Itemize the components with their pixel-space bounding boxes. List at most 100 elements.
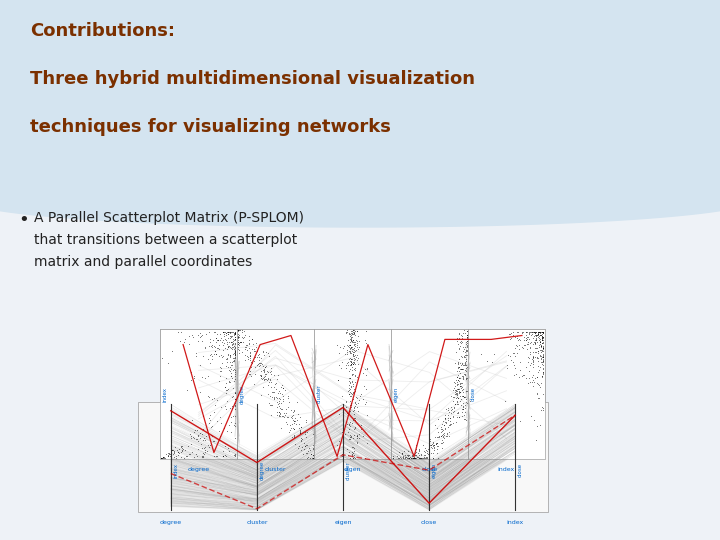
Point (415, 454, 427, 462)
Point (166, 446, 178, 454)
Point (230, 332, 241, 341)
Point (456, 392, 468, 401)
Point (287, 407, 298, 416)
Point (301, 441, 312, 449)
Point (156, 454, 168, 462)
Point (452, 376, 464, 385)
Point (281, 420, 292, 429)
Point (176, 446, 188, 455)
Point (513, 341, 525, 349)
Point (224, 352, 235, 360)
Point (348, 359, 360, 367)
Point (451, 393, 463, 402)
Point (233, 341, 245, 349)
Point (203, 442, 215, 451)
Point (534, 333, 545, 342)
Point (273, 410, 284, 419)
Point (208, 408, 220, 416)
Point (358, 352, 369, 360)
Point (249, 362, 261, 371)
Point (517, 372, 528, 381)
Point (508, 370, 519, 379)
Point (228, 345, 240, 354)
Point (163, 449, 174, 458)
Point (354, 434, 365, 442)
Point (533, 349, 544, 357)
Point (222, 366, 234, 375)
Point (269, 394, 280, 403)
Point (343, 390, 354, 399)
Point (347, 328, 359, 336)
Point (349, 386, 361, 395)
Point (176, 442, 188, 450)
Point (522, 353, 534, 361)
Point (523, 367, 534, 375)
Point (225, 344, 237, 353)
Point (344, 360, 356, 369)
Point (457, 384, 469, 393)
Point (451, 336, 463, 345)
Point (459, 351, 471, 360)
Point (511, 341, 523, 350)
Point (451, 380, 463, 388)
Point (444, 431, 455, 440)
Point (526, 373, 538, 381)
Point (215, 334, 227, 342)
Point (403, 454, 415, 462)
Point (215, 366, 226, 375)
Point (217, 327, 228, 336)
Point (281, 413, 292, 422)
Point (253, 355, 265, 364)
Point (346, 336, 357, 345)
Point (208, 437, 220, 445)
Point (199, 342, 211, 351)
Point (224, 353, 235, 362)
Point (222, 444, 233, 453)
Point (348, 380, 359, 388)
Point (424, 435, 436, 444)
Point (262, 367, 274, 376)
Point (188, 372, 199, 380)
Point (255, 367, 266, 376)
Point (300, 448, 312, 457)
Point (346, 402, 357, 411)
Point (257, 347, 269, 355)
Point (528, 327, 540, 336)
Point (397, 454, 408, 462)
Polygon shape (0, 199, 720, 227)
Point (438, 433, 449, 442)
Point (345, 389, 356, 397)
Point (199, 448, 210, 457)
Point (346, 448, 358, 457)
Point (194, 361, 206, 369)
Point (439, 414, 451, 423)
Point (459, 361, 471, 370)
Point (438, 433, 449, 442)
Point (295, 423, 307, 431)
Point (204, 415, 215, 424)
Point (348, 407, 359, 416)
Point (341, 409, 352, 417)
Point (294, 429, 306, 437)
Point (536, 332, 547, 341)
Point (537, 356, 549, 365)
Point (232, 342, 243, 351)
Point (228, 356, 239, 365)
Point (341, 326, 353, 335)
Point (353, 430, 364, 438)
Point (220, 361, 232, 370)
Point (351, 432, 362, 441)
Point (279, 386, 291, 395)
Point (224, 377, 235, 386)
Point (223, 327, 235, 336)
Point (530, 330, 541, 339)
Point (191, 435, 202, 444)
Point (340, 328, 351, 337)
Point (453, 345, 464, 353)
Point (532, 380, 544, 388)
Polygon shape (343, 404, 429, 510)
Point (220, 450, 231, 459)
Point (181, 386, 193, 394)
Point (274, 397, 285, 406)
Point (349, 331, 361, 340)
